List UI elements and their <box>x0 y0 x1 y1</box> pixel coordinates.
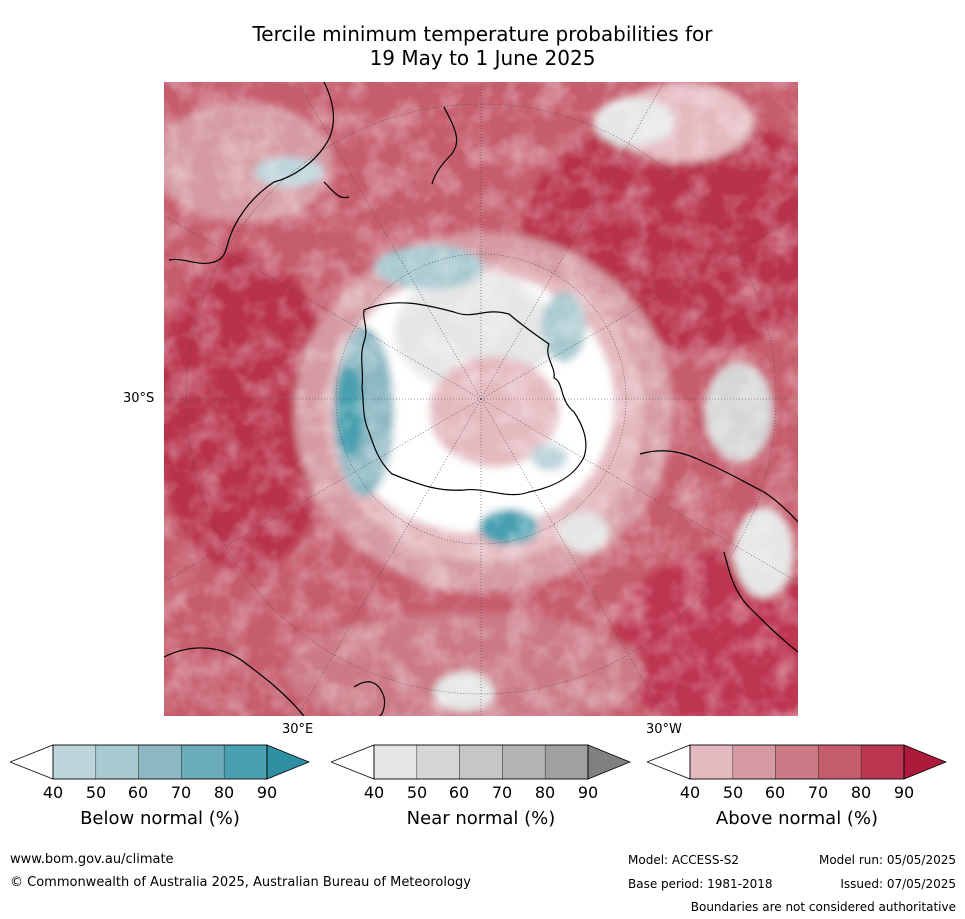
colorbar-border <box>52 744 268 780</box>
tick-label: 80 <box>850 783 872 802</box>
colorbar-label-below: Below normal (%) <box>80 808 240 829</box>
tick-label: 70 <box>807 783 829 802</box>
title-line-1: Tercile minimum temperature probabilitie… <box>252 22 713 46</box>
coastlines <box>164 82 798 716</box>
colorbar-segment <box>52 744 97 780</box>
tick-label: 60 <box>127 783 149 802</box>
footer-issued: Issued: 07/05/2025 <box>840 877 956 891</box>
map-svg <box>164 82 798 716</box>
footer-copyright: © Commonwealth of Australia 2025, Austra… <box>10 875 471 890</box>
tick-label: 40 <box>42 783 64 802</box>
new-zealand-coast <box>431 106 458 185</box>
south-america-coast <box>639 450 798 523</box>
australia-coast <box>168 82 335 264</box>
colorbar-segment <box>775 744 819 780</box>
footer-url: www.bom.gov.au/climate <box>10 852 174 867</box>
africa-coast <box>164 647 305 716</box>
colorbar-label-near: Near normal (%) <box>406 808 556 829</box>
title-line-2: 19 May to 1 June 2025 <box>369 46 596 70</box>
colorbar-extend-high <box>266 744 310 780</box>
footer-model: Model: ACCESS-S2 <box>628 853 740 867</box>
colorbar-extend-low <box>10 744 54 780</box>
tick-label: 60 <box>764 783 786 802</box>
colorbar-extend-high <box>587 744 631 780</box>
ticks-below-normal: 40 50 60 70 80 90 <box>10 783 310 803</box>
colorbar-segment <box>181 744 225 780</box>
colorbar-segment <box>373 744 418 780</box>
tick-label: 70 <box>170 783 192 802</box>
colorbar-segment <box>732 744 776 780</box>
colorbar-segment <box>459 744 503 780</box>
tick-label: 80 <box>213 783 235 802</box>
lon-label-30e: 30°E <box>282 722 314 737</box>
footer-disclaimer: Boundaries are not considered authoritat… <box>690 900 956 914</box>
colorbar-segment <box>416 744 460 780</box>
footer-base-period: Base period: 1981-2018 <box>628 877 773 891</box>
tick-label: 60 <box>448 783 470 802</box>
colorbar-extend-high <box>903 744 947 780</box>
tick-label: 50 <box>722 783 744 802</box>
colorbar-svg <box>647 744 947 780</box>
antarctica-coast <box>361 302 587 496</box>
colorbar-near-normal <box>331 743 631 781</box>
graticule <box>164 82 798 716</box>
footer-model-run: Model run: 05/05/2025 <box>818 853 956 867</box>
colorbar-extend-low <box>331 744 375 780</box>
ticks-near-normal: 40 50 60 70 80 90 <box>331 783 631 803</box>
colorbar-segment <box>95 744 139 780</box>
colorbar-border <box>689 744 905 780</box>
colorbar-segment <box>138 744 182 780</box>
colorbar-segment <box>502 744 546 780</box>
ticks-above-normal: 40 50 60 70 80 90 <box>647 783 947 803</box>
colorbar-extend-low <box>647 744 691 780</box>
colorbar-below-normal <box>10 743 310 781</box>
colorbar-svg <box>331 744 631 780</box>
colorbar-border <box>373 744 589 780</box>
colorbar-segment <box>689 744 734 780</box>
tick-label: 50 <box>406 783 428 802</box>
south-america-coast-2 <box>723 551 798 653</box>
colorbar-segment <box>860 744 905 780</box>
tick-label: 70 <box>491 783 513 802</box>
tick-label: 50 <box>85 783 107 802</box>
probability-map <box>164 82 798 716</box>
map-title: Tercile minimum temperature probabilitie… <box>0 22 965 70</box>
tick-label: 80 <box>534 783 556 802</box>
tick-label: 90 <box>893 783 915 802</box>
colorbar-above-normal <box>647 743 947 781</box>
tick-label: 40 <box>679 783 701 802</box>
tick-label: 90 <box>577 783 599 802</box>
colorbar-label-above: Above normal (%) <box>715 808 879 829</box>
madagascar-coast <box>353 681 386 716</box>
tick-label: 40 <box>363 783 385 802</box>
lon-label-30w: 30°W <box>646 722 682 737</box>
colorbar-segment <box>818 744 862 780</box>
colorbar-svg <box>10 744 310 780</box>
tasmania-coast <box>323 181 350 199</box>
colorbar-segment <box>223 744 268 780</box>
colorbar-segment <box>544 744 589 780</box>
tick-label: 90 <box>256 783 278 802</box>
lat-label-30s: 30°S <box>123 391 155 406</box>
